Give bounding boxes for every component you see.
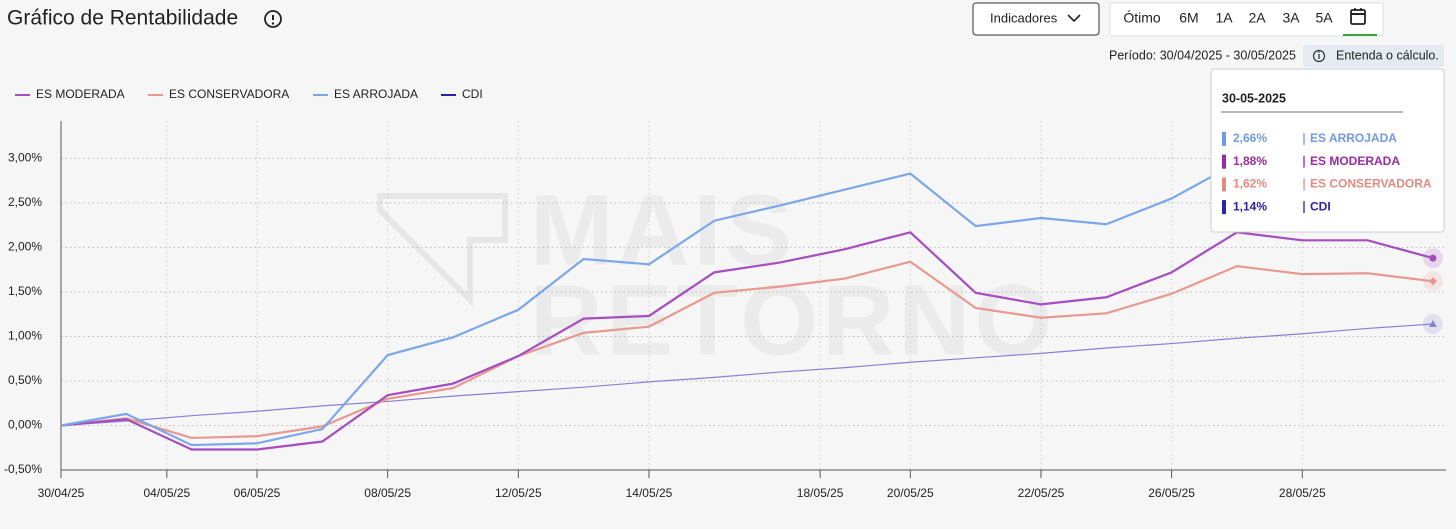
y-tick-label: 2,50% (8, 195, 42, 209)
y-tick-label: -0,50% (4, 462, 42, 476)
end-marker (1428, 319, 1437, 327)
watermark: RETORNO (530, 264, 1056, 376)
tooltip-name: ES MODERADA (1310, 154, 1400, 168)
period-button[interactable]: 5A (1315, 10, 1333, 26)
x-tick-label: 14/05/25 (626, 486, 673, 500)
x-tick-label: 20/05/25 (887, 486, 934, 500)
end-marker (1428, 277, 1437, 286)
calendar-button[interactable] (1343, 8, 1377, 36)
legend-label: CDI (462, 87, 483, 101)
help-label: Entenda o cálculo. (1336, 48, 1439, 62)
tooltip-swatch (1222, 132, 1226, 146)
x-tick-label: 08/05/25 (364, 486, 411, 500)
x-tick-label: 30/04/25 (38, 486, 85, 500)
tooltip-name: ES ARROJADA (1310, 131, 1397, 145)
period-button[interactable]: 3A (1282, 10, 1300, 26)
tooltip-title: 30-05-2025 (1222, 91, 1286, 105)
tooltip-value: 1,62% (1233, 177, 1267, 191)
y-tick-label: 1,00% (8, 329, 42, 343)
tooltip-swatch (1222, 154, 1226, 169)
tooltip-value: 1,14% (1233, 199, 1267, 213)
period-button[interactable]: 6M (1179, 10, 1198, 26)
x-tick-label: 22/05/25 (1018, 486, 1065, 500)
x-tick-label: 26/05/25 (1148, 486, 1195, 500)
legend-label: ES MODERADA (36, 87, 125, 101)
x-tick-label: 12/05/25 (495, 486, 542, 500)
watermark-logo (377, 193, 508, 308)
period-button[interactable]: 2A (1248, 10, 1266, 26)
x-tick-label: 18/05/25 (797, 486, 844, 500)
series-line (60, 323, 1433, 427)
x-tick-label: 28/05/25 (1279, 486, 1326, 500)
tooltip-swatch (1222, 200, 1226, 215)
help-button[interactable]: Entenda o cálculo. (1303, 45, 1444, 67)
x-tick-label: 04/05/25 (143, 486, 190, 500)
y-tick-label: 3,00% (8, 151, 42, 165)
period-button[interactable]: 1A (1215, 10, 1233, 26)
legend-label: ES CONSERVADORA (169, 87, 289, 101)
info-icon[interactable] (264, 10, 282, 28)
series-line (60, 152, 1434, 447)
legend-label: ES ARROJADA (334, 87, 418, 101)
y-tick-label: 0,00% (8, 418, 42, 432)
indicators-dropdown[interactable]: Indicadores (972, 2, 1100, 36)
x-tick-label: 06/05/25 (234, 486, 281, 500)
y-tick-label: 0,50% (8, 373, 42, 387)
tooltip-value: 1,88% (1233, 154, 1267, 168)
dropdown-label: Indicadores (990, 10, 1058, 25)
tooltip-swatch (1222, 177, 1226, 192)
page-title: Gráfico de Rentabilidade (7, 7, 238, 30)
end-marker (1429, 254, 1437, 262)
period-range: Período: 30/04/2025 - 30/05/2025 (1109, 48, 1296, 62)
y-tick-label: 2,00% (8, 240, 42, 254)
y-tick-label: 1,50% (8, 284, 42, 298)
series-line (60, 231, 1434, 451)
tooltip-name: ES CONSERVADORA (1310, 177, 1432, 191)
tooltip: 30-05-2025 2,66% ES ARROJADA 1,88% ES MODERA… (1210, 68, 1445, 233)
period-button[interactable]: Ótimo (1123, 10, 1161, 26)
tooltip-name: CDI (1310, 199, 1331, 213)
series-line (60, 260, 1434, 440)
tooltip-value: 2,66% (1233, 131, 1267, 145)
period-group (1109, 2, 1384, 37)
